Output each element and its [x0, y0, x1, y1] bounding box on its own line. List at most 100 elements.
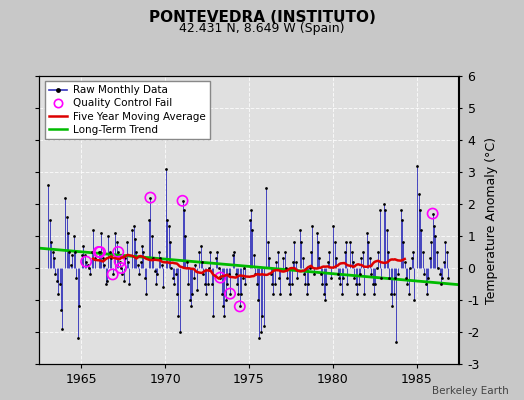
- Point: [192, 287, 201, 294]
- Point: [167, 265, 176, 271]
- Point: [125, 281, 134, 287]
- Point: [107, 255, 115, 262]
- Point: [82, 258, 90, 265]
- Point: [201, 281, 209, 287]
- Point: [121, 255, 129, 262]
- Point: [236, 303, 244, 310]
- Point: [332, 255, 341, 262]
- Point: [234, 290, 243, 297]
- Point: [46, 217, 54, 223]
- Point: [291, 258, 300, 265]
- Point: [388, 303, 396, 310]
- Point: [280, 249, 289, 255]
- Point: [148, 233, 156, 239]
- Point: [396, 207, 405, 214]
- Point: [444, 274, 452, 281]
- Point: [364, 239, 373, 246]
- Point: [166, 239, 174, 246]
- Point: [427, 239, 435, 246]
- Point: [403, 281, 412, 287]
- Point: [305, 265, 314, 271]
- Point: [374, 249, 383, 255]
- Point: [293, 274, 301, 281]
- Point: [352, 281, 360, 287]
- Point: [381, 207, 389, 214]
- Point: [213, 249, 222, 255]
- Point: [233, 281, 241, 287]
- Point: [219, 303, 227, 310]
- Point: [329, 223, 337, 230]
- Point: [215, 265, 223, 271]
- Point: [78, 252, 86, 258]
- Point: [157, 262, 166, 268]
- Point: [377, 274, 385, 281]
- Point: [331, 239, 339, 246]
- Point: [320, 290, 328, 297]
- Point: [65, 249, 73, 255]
- Point: [232, 271, 240, 278]
- Point: [90, 255, 99, 262]
- Point: [173, 290, 181, 297]
- Point: [300, 271, 308, 278]
- Point: [85, 265, 93, 271]
- Point: [417, 226, 425, 233]
- Point: [312, 230, 321, 236]
- Point: [89, 226, 97, 233]
- Point: [146, 194, 155, 201]
- Point: [56, 281, 64, 287]
- Point: [276, 290, 285, 297]
- Point: [371, 281, 379, 287]
- Point: [190, 274, 198, 281]
- Point: [222, 297, 230, 303]
- Point: [343, 281, 352, 287]
- Point: [310, 271, 318, 278]
- Text: PONTEVEDRA (INSTITUTO): PONTEVEDRA (INSTITUTO): [149, 10, 375, 25]
- Point: [283, 274, 291, 281]
- Point: [408, 255, 416, 262]
- Point: [326, 274, 335, 281]
- Point: [96, 249, 104, 255]
- Point: [178, 198, 187, 204]
- Point: [247, 207, 255, 214]
- Point: [132, 249, 140, 255]
- Point: [238, 274, 247, 281]
- Point: [185, 297, 194, 303]
- Point: [421, 281, 430, 287]
- Point: [111, 230, 119, 236]
- Point: [195, 249, 203, 255]
- Point: [423, 290, 431, 297]
- Point: [387, 290, 395, 297]
- Point: [370, 290, 378, 297]
- Point: [131, 236, 139, 242]
- Point: [290, 239, 299, 246]
- Point: [296, 226, 304, 233]
- Point: [226, 290, 234, 297]
- Legend: Raw Monthly Data, Quality Control Fail, Five Year Moving Average, Long-Term Tren: Raw Monthly Data, Quality Control Fail, …: [45, 81, 210, 139]
- Point: [83, 262, 92, 268]
- Point: [297, 239, 305, 246]
- Point: [181, 233, 190, 239]
- Point: [335, 274, 343, 281]
- Point: [259, 322, 268, 329]
- Point: [212, 255, 220, 262]
- Point: [102, 281, 110, 287]
- Point: [51, 271, 60, 278]
- Point: [139, 249, 148, 255]
- Point: [337, 290, 346, 297]
- Point: [333, 271, 342, 278]
- Point: [299, 255, 307, 262]
- Point: [48, 249, 57, 255]
- Y-axis label: Temperature Anomaly (°C): Temperature Anomaly (°C): [485, 136, 498, 304]
- Point: [153, 271, 161, 278]
- Point: [420, 271, 429, 278]
- Point: [64, 230, 72, 236]
- Point: [285, 281, 293, 287]
- Point: [199, 271, 208, 278]
- Point: [262, 185, 270, 191]
- Point: [58, 326, 67, 332]
- Point: [206, 249, 215, 255]
- Point: [253, 281, 261, 287]
- Point: [142, 290, 150, 297]
- Point: [389, 290, 398, 297]
- Point: [106, 249, 114, 255]
